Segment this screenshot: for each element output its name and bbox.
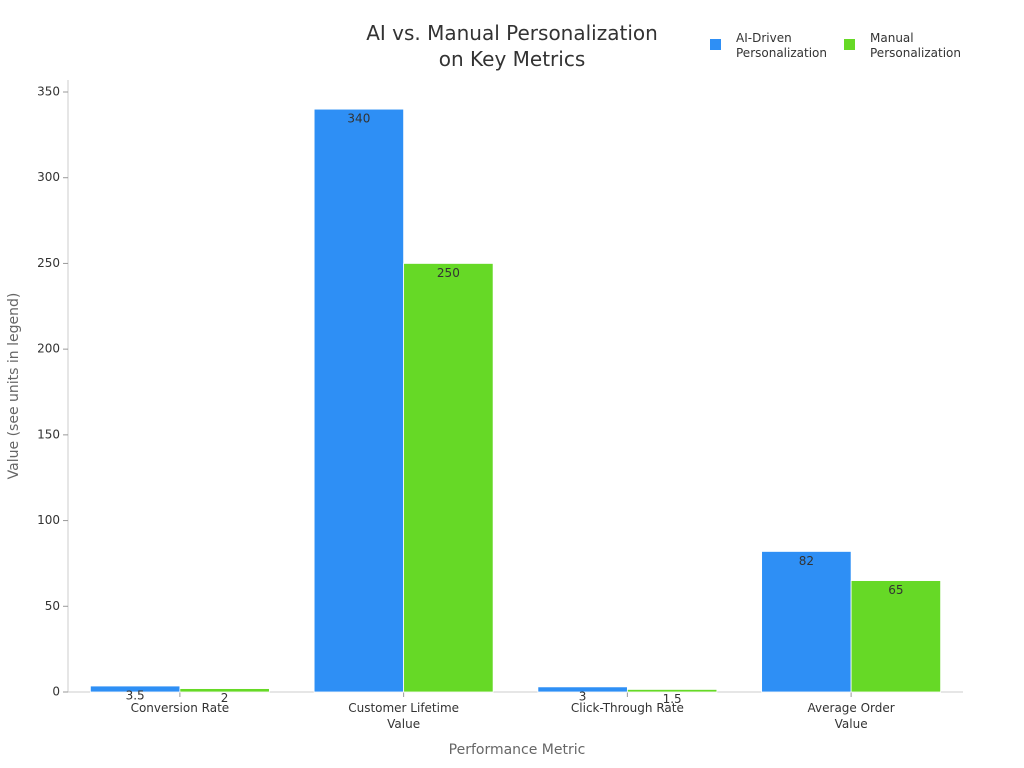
- y-tick-label: 100: [37, 513, 60, 527]
- x-tick-label: Conversion Rate: [130, 701, 230, 715]
- y-tick-label: 150: [37, 427, 60, 441]
- x-tick-label: Average Order Value: [807, 701, 895, 731]
- x-tick-label: Customer Lifetime Value: [348, 701, 460, 731]
- data-label: 250: [437, 266, 460, 280]
- data-label: 3.5: [126, 689, 145, 703]
- data-label: 65: [888, 583, 903, 597]
- bar: [403, 263, 494, 693]
- legend-swatch: [844, 39, 855, 50]
- chart-title: AI vs. Manual Personalization on Key Met…: [366, 21, 658, 71]
- legend-swatch: [710, 39, 721, 50]
- bar: [313, 108, 405, 693]
- legend-label: AI-Driven Personalization: [736, 31, 827, 60]
- y-axis-title: Value (see units in legend): [6, 293, 22, 480]
- bar: [850, 580, 942, 693]
- y-tick-label: 250: [37, 256, 60, 270]
- bar: [626, 689, 718, 693]
- bar: [761, 551, 852, 693]
- y-tick-label: 350: [37, 85, 60, 99]
- bar: [179, 688, 270, 693]
- y-tick-label: 300: [37, 170, 60, 184]
- legend-label: Manual Personalization: [870, 31, 961, 60]
- data-label: 3: [579, 689, 587, 703]
- data-label: 82: [799, 554, 814, 568]
- data-label: 2: [221, 691, 229, 705]
- x-tick-label: Click-Through Rate: [570, 701, 684, 715]
- y-tick-label: 200: [37, 342, 60, 356]
- y-tick-label: 0: [52, 685, 60, 699]
- x-axis-title: Performance Metric: [449, 742, 586, 758]
- data-label: 340: [347, 112, 370, 126]
- data-label: 1.5: [663, 692, 682, 706]
- y-tick-label: 50: [45, 599, 60, 613]
